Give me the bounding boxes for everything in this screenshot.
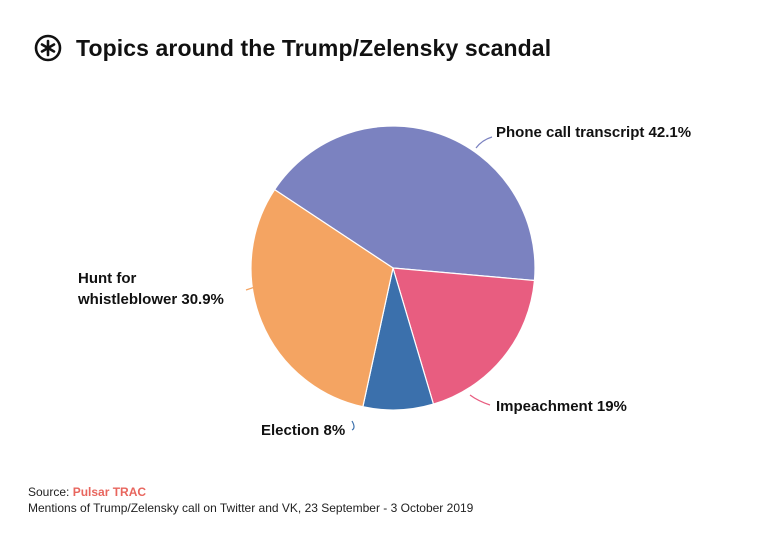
- leader-line-election: [351, 420, 355, 431]
- pulsar-asterisk-icon: [34, 34, 62, 62]
- chart-header: Topics around the Trump/Zelensky scandal: [34, 30, 551, 66]
- leader-line-impeachment: [469, 394, 491, 406]
- chart-title: Topics around the Trump/Zelensky scandal: [76, 34, 552, 61]
- pie-slice-hunt-for-whistleblower: [250, 189, 394, 408]
- slice-labels: Phone call transcript 42.1% Impeachment …: [77, 124, 691, 439]
- pie-slice-impeachment: [392, 267, 536, 405]
- source-line: Source: Pulsar TRAC: [28, 484, 473, 500]
- source-note: Mentions of Trump/Zelensky call on Twitt…: [28, 501, 474, 515]
- slice-label-impeachment: Impeachment 19%: [496, 398, 627, 415]
- pie-slices: [250, 125, 536, 411]
- chart-footer: Source: Pulsar TRAC Mentions of Trump/Ze…: [28, 484, 473, 516]
- pie-slice-phone-call-transcript: [273, 125, 536, 282]
- label-leader-lines: [245, 136, 493, 431]
- slice-label-hunt-line-1: Hunt for: [78, 270, 136, 287]
- slice-label-election: Election 8%: [261, 422, 345, 439]
- source-prefix: Source:: [28, 485, 73, 499]
- slice-label-phone-call-transcript: Phone call transcript 42.1%: [496, 124, 691, 141]
- leader-line-phone-call-transcript: [475, 136, 493, 149]
- source-name: Pulsar TRAC: [72, 485, 147, 499]
- leader-line-hunt-for-whistleblower: [245, 286, 256, 291]
- slice-label-hunt-line-2: whistleblower 30.9%: [77, 291, 224, 308]
